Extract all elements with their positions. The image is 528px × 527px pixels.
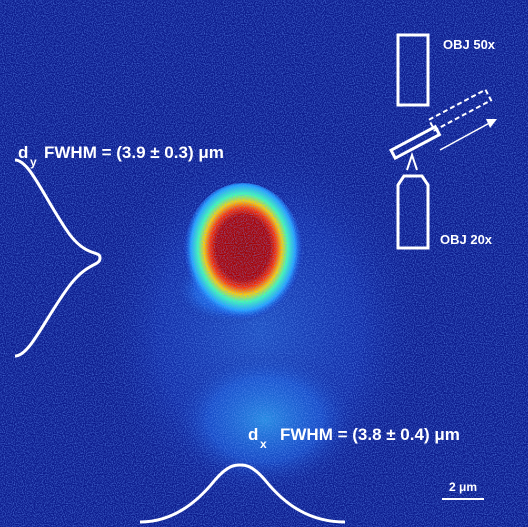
dy-subscript: y xyxy=(30,155,37,169)
obj-top-label: OBJ 50x xyxy=(443,37,496,52)
dy-symbol: d xyxy=(18,143,28,162)
obj-bottom-label: OBJ 20x xyxy=(440,232,493,247)
dx-subscript: x xyxy=(260,437,267,451)
dx-text: FWHM = (3.8 ± 0.4) μm xyxy=(280,425,460,444)
scale-bar-label: 2 μm xyxy=(449,480,477,494)
dx-symbol: d xyxy=(248,425,258,444)
beam-image: d y FWHM = (3.9 ± 0.3) μm d x FWHM = (3.… xyxy=(0,0,528,527)
dy-text: FWHM = (3.9 ± 0.3) μm xyxy=(44,143,224,162)
